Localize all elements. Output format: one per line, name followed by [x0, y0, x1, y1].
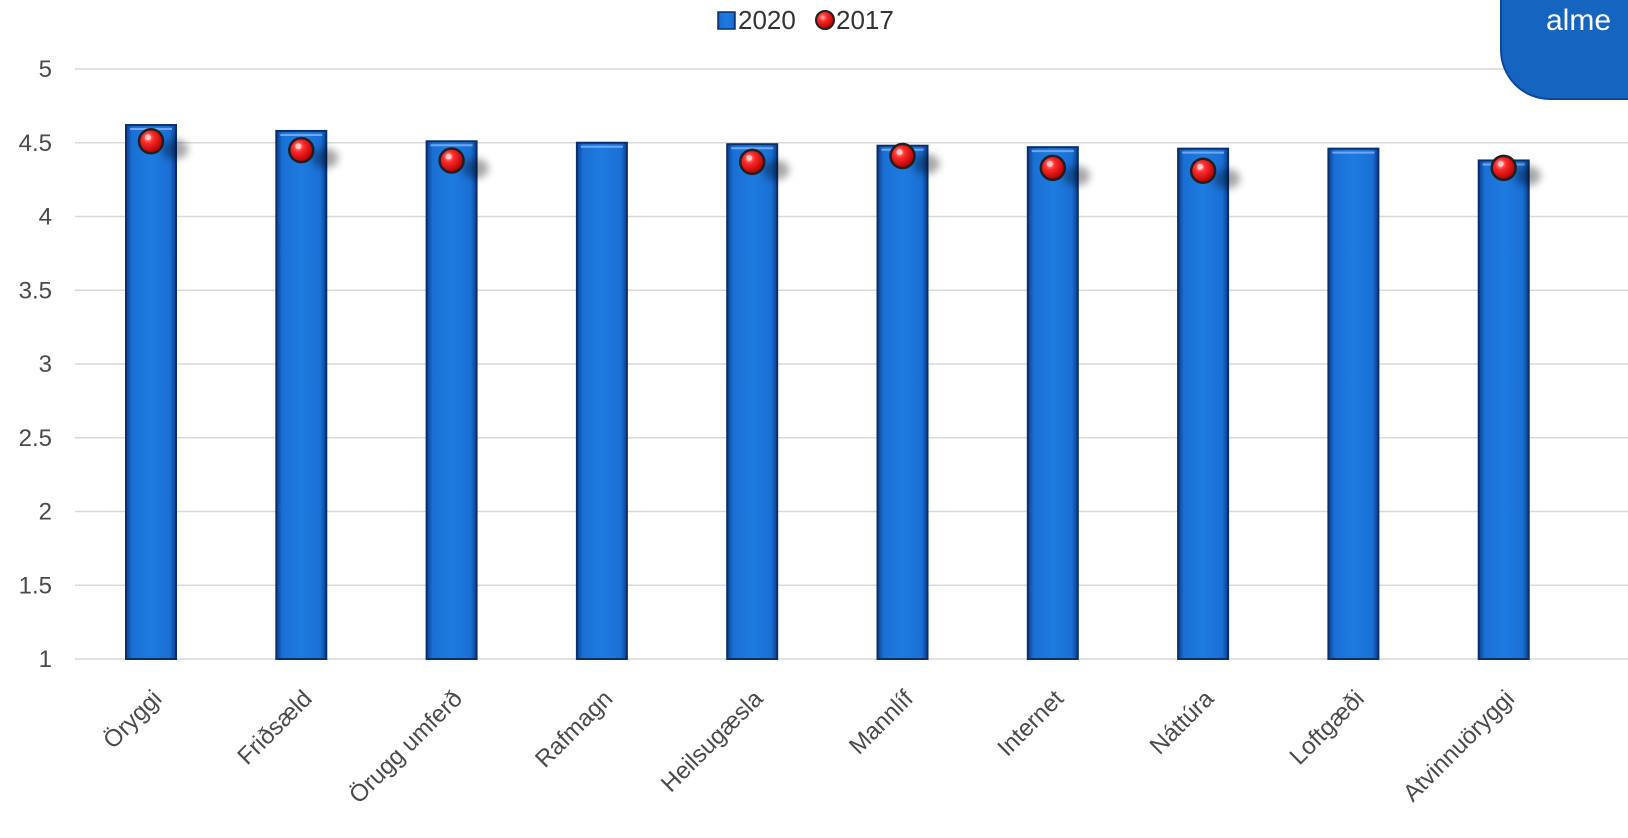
legend-marker-2017 — [815, 10, 835, 30]
bar-2020 — [1477, 159, 1530, 660]
y-tick-label: 1.5 — [19, 572, 52, 599]
marker-2017 — [738, 148, 790, 180]
y-tick-label: 3.5 — [19, 277, 52, 304]
y-tick-label: 3 — [39, 351, 52, 378]
y-tick-label: 4 — [39, 204, 52, 231]
bar-2020 — [425, 140, 478, 660]
bar-2020 — [726, 143, 779, 661]
y-tick-label: 5 — [39, 56, 52, 83]
bars-2020 — [125, 124, 1530, 661]
x-category-label: Öryggi — [98, 685, 167, 754]
grid-lines — [75, 68, 1628, 660]
bar-2020 — [876, 144, 929, 660]
legend: 2020 2017 — [717, 5, 894, 35]
bar-2020 — [575, 141, 628, 660]
marker-2017 — [288, 136, 339, 169]
legend-swatch-2020 — [717, 11, 736, 30]
y-axis-ticks: 1 1.5 2 2.5 3 3.5 4 4.5 5 — [19, 56, 52, 673]
marker-2017 — [1490, 154, 1541, 186]
legend-label-2020: 2020 — [738, 5, 796, 35]
x-category-label: Rafmagn — [530, 685, 618, 773]
y-tick-label: 4.5 — [19, 130, 52, 157]
markers-2017 — [137, 128, 1541, 189]
marker-2017 — [1189, 157, 1241, 189]
corner-badge-text: alme — [1546, 4, 1612, 37]
x-category-label: Náttúra — [1145, 685, 1220, 760]
corner-badge: alme — [1500, 0, 1628, 100]
legend-label-2017: 2017 — [836, 5, 894, 35]
bar-2020 — [125, 124, 177, 661]
marker-2017 — [1039, 154, 1090, 186]
x-category-label: Heilsugæsla — [656, 685, 769, 798]
x-category-label: Loftgæði — [1285, 685, 1370, 770]
bar-2020 — [1327, 147, 1380, 660]
marker-2017 — [137, 128, 188, 160]
x-category-label: Atvinnuöryggi — [1398, 685, 1520, 807]
y-tick-label: 2.5 — [19, 425, 52, 452]
marker-2017 — [889, 142, 940, 175]
y-tick-label: 1 — [39, 646, 52, 673]
bar-2020 — [275, 129, 328, 660]
y-tick-label: 2 — [39, 499, 52, 526]
bar-2020 — [1177, 147, 1230, 660]
x-axis-labels: Öryggi Friðsæld Örugg umferð Rafmagn Heilsug… — [98, 685, 1520, 809]
x-category-label: Mannlíf — [844, 685, 919, 760]
bar-2020 — [1026, 146, 1079, 661]
x-category-label: Örugg umferð — [344, 685, 468, 809]
x-category-label: Internet — [992, 685, 1069, 762]
x-category-label: Friðsæld — [232, 685, 317, 770]
marker-2017 — [438, 147, 489, 179]
